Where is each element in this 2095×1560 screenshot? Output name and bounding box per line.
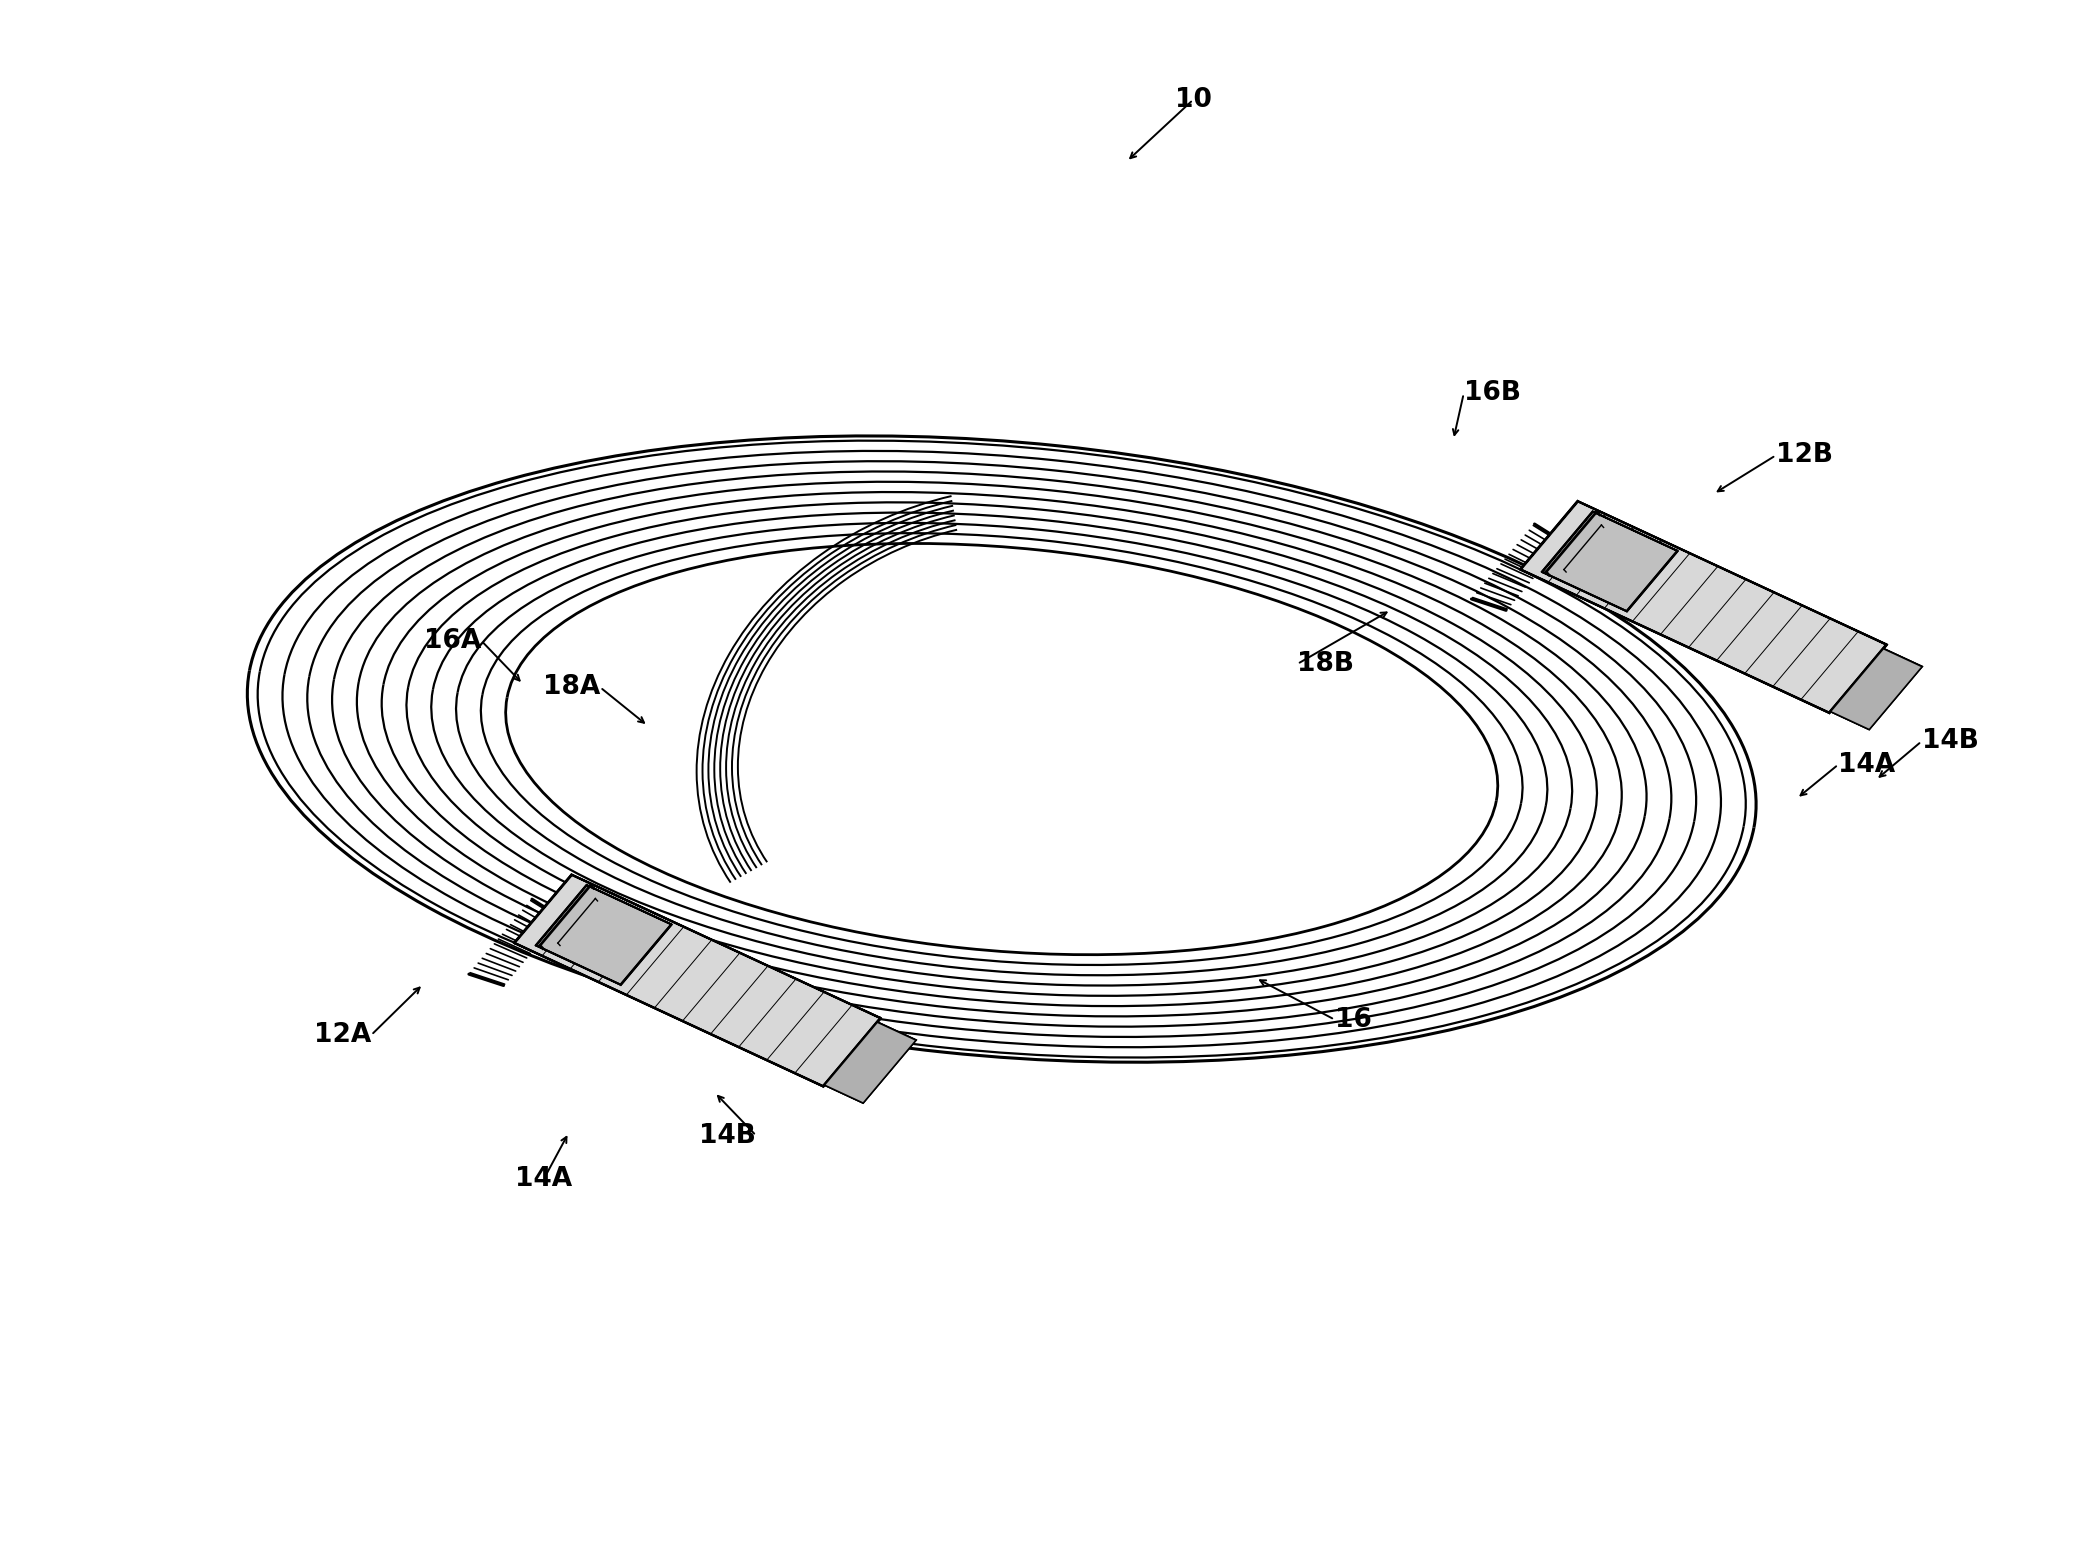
Polygon shape	[572, 875, 880, 1019]
Text: 14B: 14B	[700, 1123, 756, 1148]
Polygon shape	[1542, 512, 1678, 612]
Text: 18B: 18B	[1297, 651, 1353, 677]
Polygon shape	[823, 1022, 916, 1103]
Text: 10: 10	[1175, 87, 1211, 112]
Polygon shape	[1542, 512, 1592, 573]
Text: 16A: 16A	[423, 627, 482, 654]
Polygon shape	[536, 885, 587, 945]
Polygon shape	[1831, 649, 1921, 730]
Polygon shape	[1521, 569, 1829, 713]
Text: 16B: 16B	[1464, 381, 1521, 407]
Polygon shape	[536, 885, 670, 984]
Polygon shape	[823, 1022, 916, 1103]
Text: 14A: 14A	[1837, 752, 1896, 777]
Polygon shape	[823, 1019, 880, 1087]
Polygon shape	[513, 875, 572, 944]
Polygon shape	[587, 885, 672, 925]
Polygon shape	[515, 875, 880, 1087]
Text: 18A: 18A	[543, 674, 599, 700]
Polygon shape	[1829, 644, 1888, 713]
Polygon shape	[536, 945, 620, 984]
Text: 12B: 12B	[1777, 443, 1833, 468]
Text: 14A: 14A	[515, 1165, 572, 1192]
Text: 14B: 14B	[1921, 729, 1978, 755]
Polygon shape	[513, 942, 823, 1087]
Polygon shape	[1831, 649, 1923, 730]
Polygon shape	[1521, 501, 1578, 569]
Polygon shape	[1542, 512, 1678, 612]
Polygon shape	[1592, 512, 1678, 551]
Polygon shape	[536, 886, 672, 984]
Text: 12A: 12A	[314, 1022, 371, 1048]
Polygon shape	[1521, 501, 1888, 713]
Polygon shape	[1542, 571, 1628, 612]
Polygon shape	[1578, 501, 1888, 644]
Polygon shape	[1626, 551, 1678, 612]
Polygon shape	[1831, 649, 1921, 729]
Polygon shape	[823, 1022, 916, 1103]
Polygon shape	[513, 875, 880, 1086]
Polygon shape	[620, 924, 672, 984]
Text: 16: 16	[1335, 1006, 1372, 1033]
Polygon shape	[1521, 501, 1886, 713]
